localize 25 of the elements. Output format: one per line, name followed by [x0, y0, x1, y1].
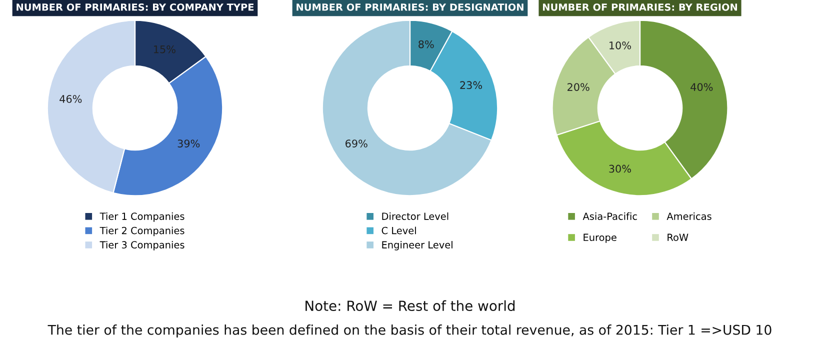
data-label: 10%: [610, 41, 631, 50]
legend-label: Engineer Level: [382, 240, 452, 250]
chart-title: NUMBER OF PRIMARIES: BY REGION: [542, 3, 738, 11]
data-label: 46%: [60, 95, 82, 103]
chart-title: NUMBER OF PRIMARIES: BY DESIGNATION: [296, 3, 524, 11]
legend-label: Americas: [666, 212, 712, 220]
data-label: 8%: [418, 40, 434, 48]
legend-label: Europe: [584, 234, 616, 243]
legend-label: Director Level: [382, 212, 448, 220]
data-label: 20%: [568, 83, 590, 91]
legend-label: Asia-Pacific: [582, 212, 637, 220]
data-label: 39%: [178, 140, 200, 148]
text: The tier of the companies has been defined on the basis of their total revenue, as of 2015: Tier 1 =>USD 10: [48, 324, 772, 338]
legend-label: Tier 1 Companies: [100, 212, 184, 222]
chart-title: NUMBER OF PRIMARIES: BY COMPANY TYPE: [16, 3, 254, 11]
legend-label: Tier 2 Companies: [100, 226, 184, 236]
text: Note: RoW = Rest of the world: [306, 300, 515, 312]
data-label: 40%: [690, 83, 713, 91]
data-label: 69%: [346, 140, 368, 148]
legend-label: RoW: [668, 234, 688, 242]
data-label: 30%: [609, 164, 631, 173]
data-label: 15%: [154, 45, 176, 54]
data-label: 23%: [460, 81, 482, 90]
legend-label: C Level: [382, 226, 416, 234]
legend-label: Tier 3 Companies: [100, 240, 184, 250]
